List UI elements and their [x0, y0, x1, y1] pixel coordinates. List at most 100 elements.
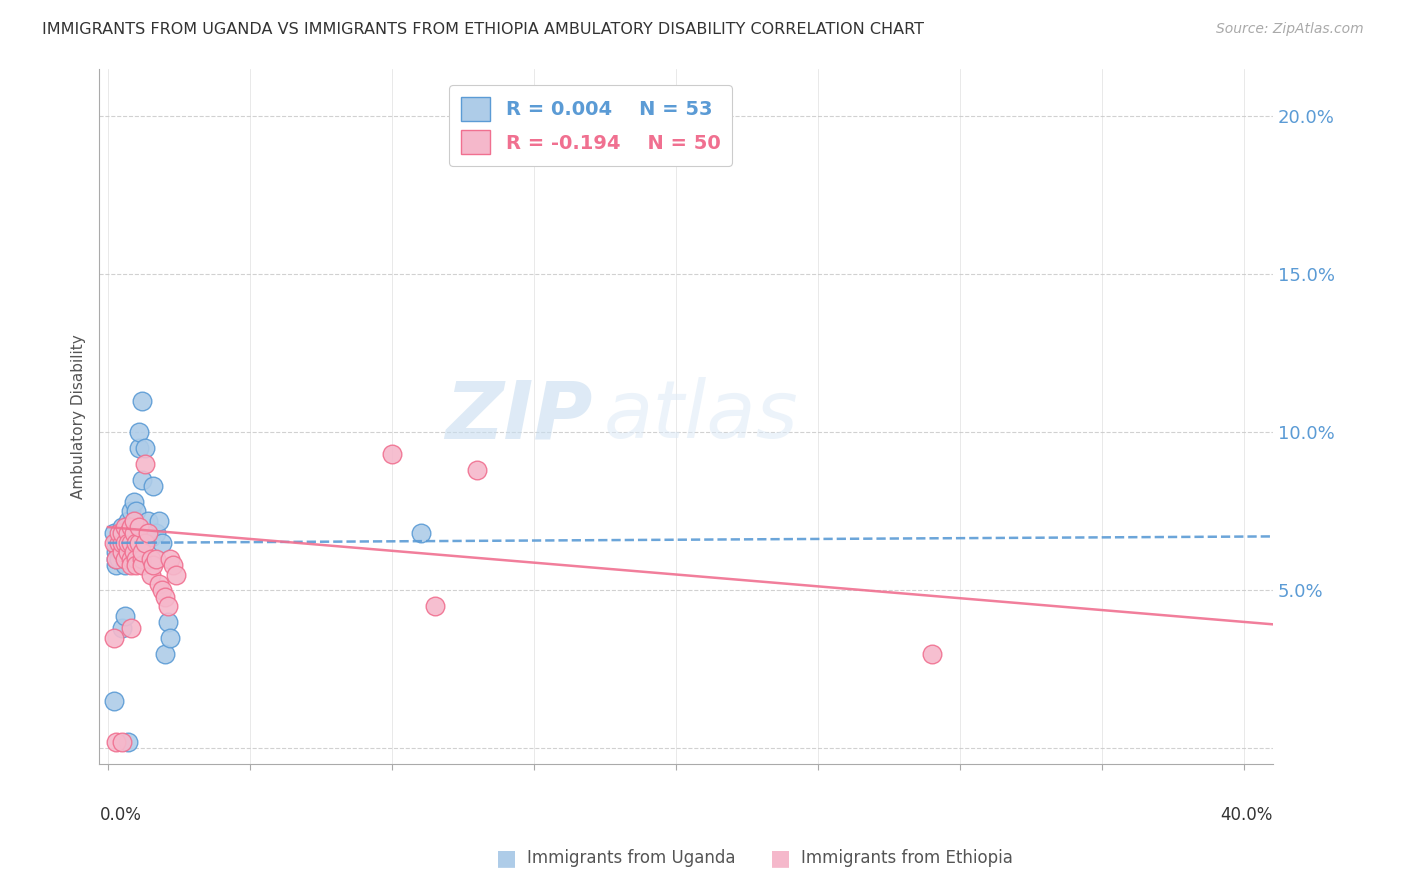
Point [117, 520, 139, 534]
Point [150, 583, 173, 598]
Point [134, 536, 156, 550]
Point [105, 551, 128, 566]
Text: IMMIGRANTS FROM UGANDA VS IMMIGRANTS FROM ETHIOPIA AMBULATORY DISABILITY CORRELA: IMMIGRANTS FROM UGANDA VS IMMIGRANTS FRO… [42, 22, 924, 37]
Point [120, 526, 142, 541]
Point [162, 558, 184, 572]
Point [114, 536, 136, 550]
Point [120, 504, 142, 518]
Legend: R = 0.004    N = 53, R = -0.194    N = 50: R = 0.004 N = 53, R = -0.194 N = 50 [450, 86, 733, 166]
Point [114, 608, 136, 623]
Text: ■: ■ [496, 848, 516, 868]
Point [120, 520, 142, 534]
Point [465, 463, 488, 477]
Point [131, 558, 153, 572]
Point [117, 536, 139, 550]
Point [117, 536, 139, 550]
Point [105, 545, 128, 559]
Point [136, 514, 159, 528]
Point [117, 545, 139, 559]
Point [120, 536, 142, 550]
Point [111, 536, 134, 550]
Point [128, 441, 150, 455]
Point [165, 567, 187, 582]
Point [105, 735, 128, 749]
Y-axis label: Ambulatory Disability: Ambulatory Disability [72, 334, 86, 499]
Point [125, 558, 148, 572]
Point [122, 526, 145, 541]
Text: ■: ■ [770, 848, 790, 868]
Point [139, 551, 162, 566]
Point [156, 599, 179, 614]
Point [105, 536, 128, 550]
Point [125, 536, 148, 550]
Point [159, 631, 181, 645]
Point [114, 526, 136, 541]
Point [111, 536, 134, 550]
Point [105, 551, 128, 566]
Text: atlas: atlas [605, 377, 799, 456]
Point [381, 447, 404, 461]
Point [117, 526, 139, 541]
Point [423, 599, 446, 614]
Point [120, 621, 142, 635]
Point [122, 536, 145, 550]
Point [139, 530, 162, 544]
Point [148, 514, 170, 528]
Point [131, 393, 153, 408]
Point [120, 536, 142, 550]
Point [145, 526, 167, 541]
Point [134, 526, 156, 541]
Point [108, 551, 131, 566]
Point [145, 551, 167, 566]
Point [111, 526, 134, 541]
Text: 40.0%: 40.0% [1220, 806, 1272, 824]
Point [105, 558, 128, 572]
Point [120, 558, 142, 572]
Point [128, 520, 150, 534]
Text: Source: ZipAtlas.com: Source: ZipAtlas.com [1216, 22, 1364, 37]
Text: Immigrants from Uganda: Immigrants from Uganda [527, 849, 735, 867]
Point [142, 479, 165, 493]
Point [114, 558, 136, 572]
Point [131, 545, 153, 559]
Text: ZIP: ZIP [444, 377, 592, 456]
Point [125, 551, 148, 566]
Point [120, 551, 142, 566]
Point [122, 514, 145, 528]
Point [111, 520, 134, 534]
Point [111, 545, 134, 559]
Point [150, 536, 173, 550]
Point [122, 545, 145, 559]
Point [117, 735, 139, 749]
Point [125, 526, 148, 541]
Point [117, 551, 139, 566]
Point [111, 621, 134, 635]
Point [156, 615, 179, 629]
Point [125, 536, 148, 550]
Point [921, 647, 943, 661]
Point [114, 520, 136, 534]
Point [153, 647, 176, 661]
Point [103, 526, 125, 541]
Point [108, 545, 131, 559]
Point [117, 514, 139, 528]
Point [103, 631, 125, 645]
Point [111, 545, 134, 559]
Point [409, 526, 432, 541]
Point [128, 536, 150, 550]
Point [114, 551, 136, 566]
Point [103, 536, 125, 550]
Point [134, 457, 156, 471]
Point [136, 526, 159, 541]
Point [108, 542, 131, 557]
Point [153, 590, 176, 604]
Text: 0.0%: 0.0% [100, 806, 142, 824]
Point [108, 526, 131, 541]
Point [122, 520, 145, 534]
Point [114, 536, 136, 550]
Point [117, 536, 139, 550]
Point [108, 536, 131, 550]
Point [111, 735, 134, 749]
Point [114, 551, 136, 566]
Point [142, 558, 165, 572]
